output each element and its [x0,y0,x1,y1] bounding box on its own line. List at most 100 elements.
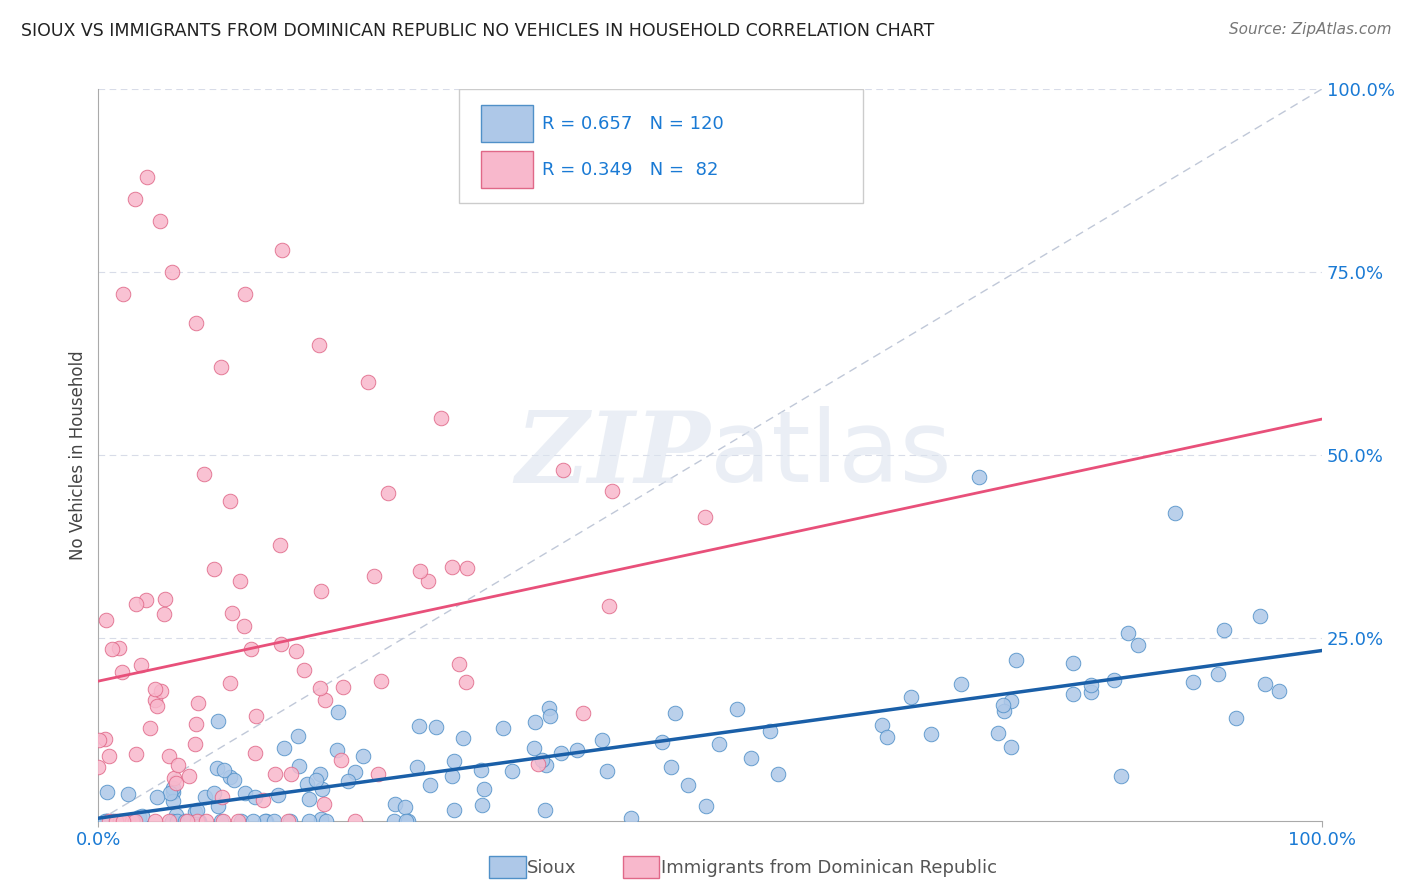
Point [382,814,405,828]
Point [157,814,180,828]
FancyBboxPatch shape [481,152,533,188]
Point [311,584,333,599]
Point [707,737,730,751]
Point [159,786,181,800]
Point [356,375,378,389]
Text: Source: ZipAtlas.com: Source: ZipAtlas.com [1229,22,1392,37]
Point [693,510,716,524]
Point [174,814,197,828]
Point [146,790,169,805]
Point [405,760,427,774]
Point [1118,626,1140,640]
Point [456,675,478,690]
Point [162,781,184,796]
Point [263,814,285,828]
Point [537,700,560,714]
Point [876,731,898,745]
Point [567,743,589,757]
Point [232,618,254,632]
Point [122,814,145,828]
Point [725,702,748,716]
Point [501,764,523,779]
Point [550,746,572,760]
Point [311,812,333,826]
Point [94,814,117,828]
Point [287,730,309,744]
Point [245,708,267,723]
Point [309,681,332,696]
Point [270,637,292,651]
Point [441,560,464,574]
Point [367,767,389,781]
Point [278,814,301,828]
Point [153,591,176,606]
Point [212,814,235,828]
Point [167,758,190,772]
Point [263,767,285,781]
Point [534,803,557,817]
FancyBboxPatch shape [481,105,533,142]
Point [620,811,643,825]
Point [1164,507,1187,521]
Point [305,773,328,788]
Point [1102,673,1125,688]
Point [530,753,553,767]
Point [233,287,256,301]
Point [298,792,321,806]
Point [98,814,121,828]
Point [394,800,416,814]
Point [218,493,240,508]
Point [162,794,184,808]
Point [298,814,321,828]
Point [209,814,232,828]
Point [184,717,207,731]
Point [443,804,465,818]
Text: Immigrants from Dominican Republic: Immigrants from Dominican Republic [661,859,997,877]
Point [273,740,295,755]
Point [211,790,233,805]
Point [105,814,128,828]
Point [409,564,432,578]
Point [326,743,349,757]
Point [344,814,367,828]
Point [766,767,789,781]
Point [252,793,274,807]
Point [1225,711,1247,725]
Point [292,663,315,677]
Text: atlas: atlas [710,407,952,503]
Point [128,810,150,824]
Point [207,714,229,729]
Point [1254,676,1277,690]
Point [1249,608,1271,623]
Point [149,684,172,698]
Point [285,644,308,658]
Point [1182,675,1205,690]
Point [470,763,492,777]
Point [202,786,225,800]
Point [920,727,942,741]
Point [165,776,187,790]
Point [370,673,392,688]
Point [758,724,780,739]
Point [949,677,972,691]
Point [218,675,240,690]
Point [659,760,682,774]
Point [165,807,187,822]
Point [314,693,336,707]
Text: Sioux: Sioux [527,859,576,877]
Point [991,698,1014,713]
Point [176,814,198,828]
Point [184,737,207,751]
Y-axis label: No Vehicles in Household: No Vehicles in Household [69,350,87,560]
Point [344,765,367,780]
Point [352,748,374,763]
Point [270,243,294,257]
Point [384,797,406,811]
Point [202,562,225,576]
Point [600,484,623,499]
Point [267,788,290,802]
Point [277,814,299,828]
Point [114,814,136,828]
FancyBboxPatch shape [460,89,863,202]
Point [315,814,337,828]
